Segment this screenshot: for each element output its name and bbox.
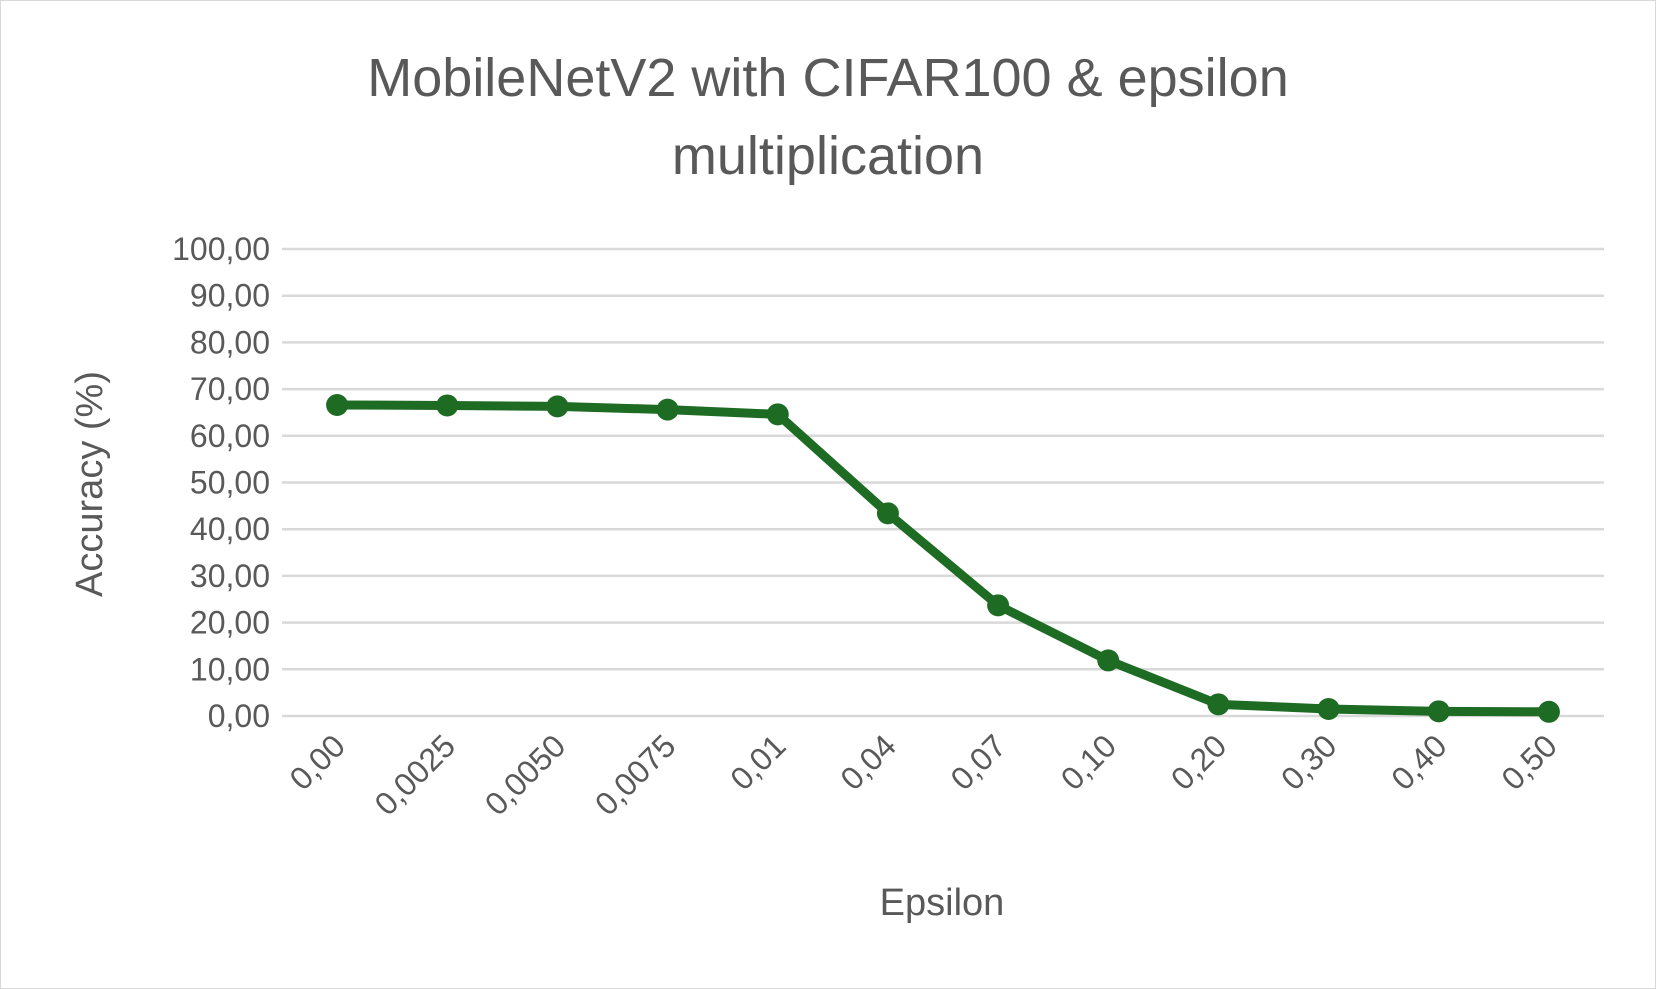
data-point [876,502,899,525]
series-accuracy [326,393,1560,723]
x-tick-label: 0,10 [1054,727,1123,796]
data-point [766,403,789,426]
x-axis-title: Epsilon [880,882,1005,924]
y-tick-label: 30,00 [190,558,270,594]
data-point [1537,700,1560,723]
y-tick-label: 10,00 [190,651,270,687]
y-tick-label: 20,00 [190,605,270,641]
data-point [1097,649,1120,672]
y-tick-label: 50,00 [190,465,270,501]
y-tick-label: 90,00 [190,278,270,314]
data-point [1207,693,1230,716]
x-axis-tick-labels: 0,00 0,0025 0,0050 0,0075 0,01 0,04 0,07 0,10 0,… [283,727,1564,822]
y-tick-label: 40,00 [190,511,270,547]
x-tick-label: 0,01 [723,727,792,796]
data-point [656,398,679,421]
x-tick-label: 0,40 [1384,727,1453,796]
data-point [546,395,569,418]
y-tick-label: 100,00 [172,231,270,267]
x-tick-label: 0,0075 [588,727,683,822]
y-axis-title: Accuracy (%) [69,371,111,597]
x-tick-label: 0,04 [833,727,902,796]
x-tick-label: 0,20 [1164,727,1233,796]
y-tick-label: 70,00 [190,371,270,407]
y-tick-label: 0,00 [208,698,270,734]
data-point [436,394,459,417]
chart-title-line-2: multiplication [672,126,984,186]
x-tick-label: 0,07 [944,727,1013,796]
data-point [987,594,1010,617]
x-tick-label: 0,0050 [478,727,573,822]
y-tick-label: 60,00 [190,418,270,454]
y-tick-label: 80,00 [190,324,270,360]
data-point [1317,697,1340,720]
y-axis-tick-labels: 0,00 10,00 20,00 30,00 40,00 50,00 60,00 70,00 8… [172,231,270,734]
x-tick-label: 0,00 [283,727,352,796]
chart-title-line-1: MobileNetV2 with CIFAR100 & epsilon [367,48,1288,108]
series-line [332,400,1554,717]
data-point [326,393,349,416]
gridlines [282,247,1604,718]
x-tick-label: 0,30 [1274,727,1343,796]
x-tick-label: 0,50 [1494,727,1563,796]
x-tick-label: 0,0025 [368,727,463,822]
data-point [1427,700,1450,723]
